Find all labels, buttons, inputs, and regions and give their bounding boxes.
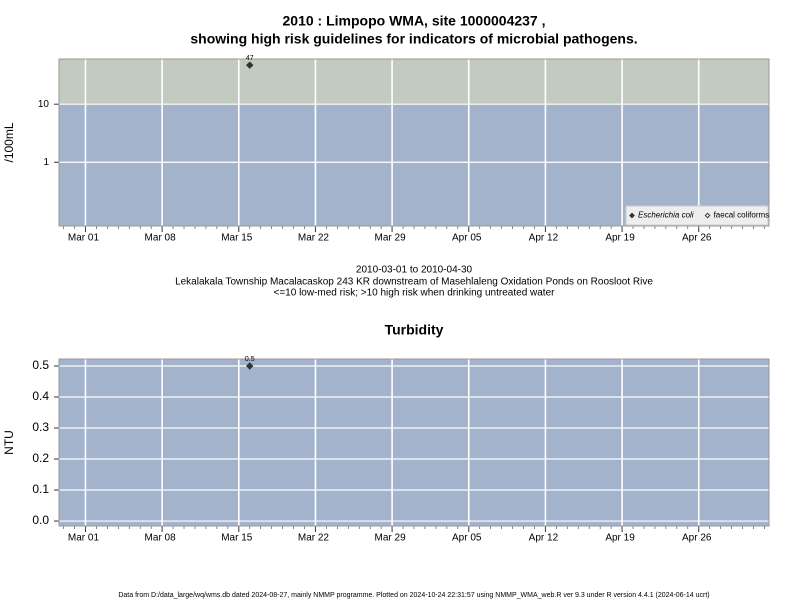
plot-background	[59, 359, 769, 526]
x-tick-label: Mar 01	[68, 233, 100, 244]
chart-title: 2010 : Limpopo WMA, site 1000004237 ,	[283, 13, 546, 29]
x-tick-label: Apr 12	[529, 533, 559, 544]
legend-marker	[629, 212, 635, 219]
x-tick-label: Mar 08	[145, 233, 177, 244]
x-tick-label: Apr 05	[452, 533, 482, 544]
legend-box	[625, 205, 769, 226]
x-tick-label: Mar 08	[145, 533, 177, 544]
x-tick-label: Mar 29	[375, 533, 407, 544]
annotation: <=10 low-med risk; >10 high risk when dr…	[274, 288, 556, 299]
chart-subtitle: showing high risk guidelines for indicat…	[190, 31, 637, 47]
x-tick-label: Apr 12	[529, 233, 559, 244]
x-tick-label: Apr 19	[605, 233, 635, 244]
high-risk-band	[59, 59, 769, 105]
y-tick-label: 0.2	[32, 451, 49, 465]
plot-frame	[58, 358, 770, 527]
x-tick-label: Mar 01	[68, 533, 100, 544]
legend-label: faecal coliforms	[714, 211, 770, 220]
x-tick-label: Mar 29	[375, 233, 407, 244]
footer: Data from D:/data_large/wq/wms.db dated …	[118, 592, 709, 599]
data-point	[246, 362, 254, 370]
x-tick-label: Mar 22	[298, 233, 330, 244]
chart-title: Turbidity	[385, 322, 444, 338]
legend-marker	[704, 212, 711, 219]
y-tick-label: 10	[38, 99, 50, 110]
x-tick-label: Apr 26	[682, 233, 712, 244]
y-tick-label: 0.0	[32, 513, 49, 527]
x-tick-label: Apr 19	[605, 533, 635, 544]
data-label: 0.5	[245, 356, 255, 363]
y-tick-label: 0.3	[32, 420, 49, 434]
y-tick-label: 0.5	[32, 358, 49, 372]
x-tick-label: Mar 15	[221, 533, 253, 544]
y-tick-label: 0.4	[32, 389, 49, 403]
x-tick-label: Mar 15	[221, 233, 253, 244]
x-tick-label: Apr 05	[452, 233, 482, 244]
legend-label: Escherichia coli	[638, 211, 694, 220]
y-tick-label: 1	[43, 157, 49, 168]
annotation: Lekalakala Township Macalacaskop 243 KR …	[175, 277, 653, 288]
y-axis-label: /100mL	[2, 122, 16, 162]
data-point	[246, 61, 254, 69]
x-tick-label: Mar 22	[298, 533, 330, 544]
plot-frame	[58, 58, 770, 227]
y-axis-label: NTU	[2, 430, 16, 455]
annotation: 2010-03-01 to 2010-04-30	[356, 265, 473, 276]
x-tick-label: Apr 26	[682, 533, 712, 544]
y-tick-label: 0.1	[32, 482, 49, 496]
data-label: 47	[246, 55, 254, 62]
